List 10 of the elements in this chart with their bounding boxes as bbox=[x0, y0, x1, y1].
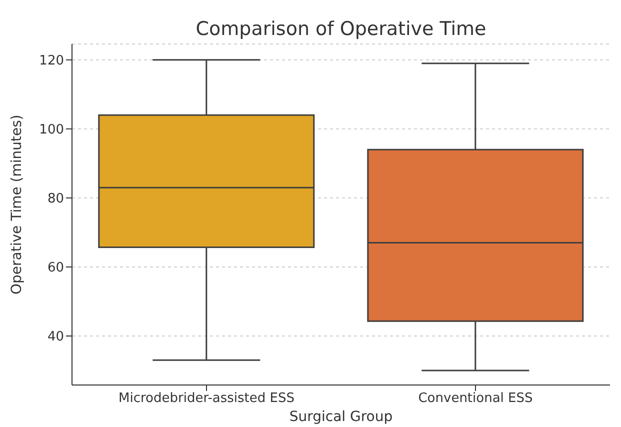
y-tick-label: 120 bbox=[39, 53, 64, 68]
y-tick-label: 40 bbox=[47, 330, 64, 345]
y-tick-label: 60 bbox=[47, 260, 64, 276]
x-tick-label: Microdebrider-assisted ESS bbox=[118, 391, 294, 406]
chart-title: Comparison of Operative Time bbox=[194, 18, 488, 40]
x-axis-title: Surgical Group bbox=[289, 409, 393, 425]
y-axis-title: Operative Time (minutes) bbox=[8, 114, 25, 294]
y-tick-label: 100 bbox=[39, 122, 64, 138]
x-tick-label: Conventional ESS bbox=[418, 391, 533, 406]
y-tick-label: 80 bbox=[47, 192, 64, 207]
